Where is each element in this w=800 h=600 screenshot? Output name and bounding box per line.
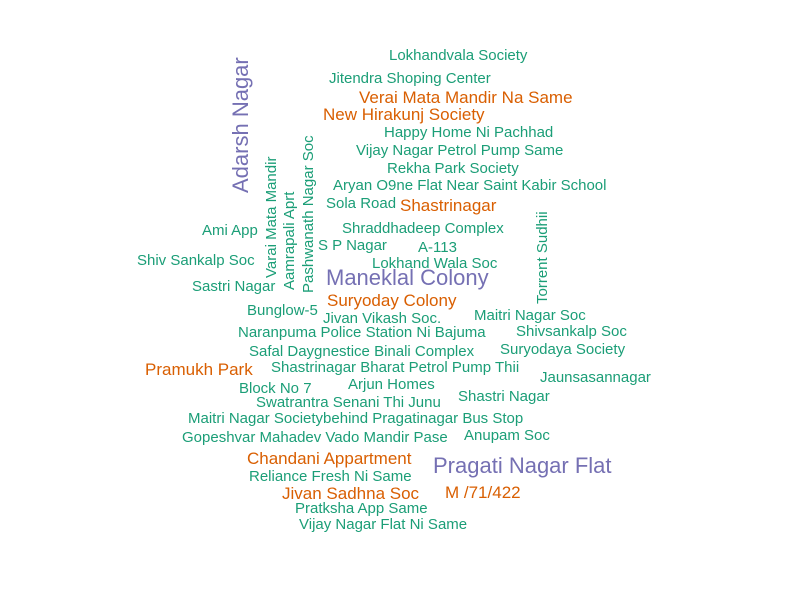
word-41: M /71/422 bbox=[445, 483, 521, 502]
word-7: Rekha Park Society bbox=[387, 160, 519, 177]
word-44: Adarsh Nagar bbox=[228, 57, 253, 193]
word-29: Jaunsasannagar bbox=[540, 369, 651, 386]
word-39: Reliance Fresh Ni Same bbox=[249, 468, 412, 485]
word-9: Sola Road bbox=[326, 195, 397, 212]
word-8: Aryan O9ne Flat Near Saint Kabir School bbox=[333, 177, 607, 194]
word-18: Sastri Nagar bbox=[192, 278, 276, 295]
word-24: Shivsankalp Soc bbox=[516, 323, 627, 340]
word-23: Naranpuma Police Station Ni Bajuma bbox=[238, 324, 486, 341]
word-45: Varai Mata Mandir bbox=[263, 156, 280, 278]
word-19: Suryoday Colony bbox=[327, 291, 457, 310]
word-5: Happy Home Ni Pachhad bbox=[384, 124, 554, 141]
word-3: Verai Mata Mandir Na Same bbox=[359, 88, 573, 107]
word-27: Pramukh Park bbox=[145, 360, 253, 379]
word-17: Maneklal Colony bbox=[326, 265, 489, 290]
word-22: Maitri Nagar Soc bbox=[474, 307, 586, 324]
word-32: Shastri Nagar bbox=[458, 388, 550, 405]
word-25: Safal Daygnestice Binali Complex bbox=[249, 343, 475, 360]
word-21: Jivan Vikash Soc. bbox=[323, 310, 442, 327]
word-30: Block No 7 bbox=[239, 380, 312, 397]
word-42: Pratksha App Same bbox=[295, 500, 428, 517]
word-14: A-113 bbox=[418, 239, 457, 256]
word-2: Jitendra Shoping Center bbox=[329, 70, 491, 87]
word-28: Shastrinagar Bharat Petrol Pump Thii bbox=[271, 359, 520, 376]
word-31: Arjun Homes bbox=[348, 376, 435, 393]
word-26: Suryodaya Society bbox=[500, 341, 626, 358]
word-48: Torrent Sudhii bbox=[534, 211, 551, 304]
word-10: Shastrinagar bbox=[400, 196, 497, 215]
word-12: Shraddhadeep Complex bbox=[342, 220, 504, 237]
word-1: Lokhandvala Society bbox=[389, 47, 528, 64]
word-37: Chandani Appartment bbox=[247, 449, 412, 468]
word-40: Jivan Sadhna Soc bbox=[282, 484, 420, 503]
word-34: Maitri Nagar Societybehind Pragatinagar … bbox=[188, 410, 524, 427]
word-47: Pashwanath Nagar Soc bbox=[300, 135, 317, 293]
word-46: Aamrapali Aprt bbox=[281, 191, 298, 290]
word-13: S P Nagar bbox=[318, 237, 387, 254]
word-35: Gopeshvar Mahadev Vado Mandir Pase bbox=[182, 429, 448, 446]
word-36: Anupam Soc bbox=[464, 427, 550, 444]
word-6: Vijay Nagar Petrol Pump Same bbox=[356, 142, 564, 159]
word-33: Swatrantra Senani Thi Junu bbox=[256, 394, 441, 411]
word-16: Lokhand Wala Soc bbox=[372, 255, 498, 272]
word-38: Pragati Nagar Flat bbox=[433, 453, 612, 478]
word-4: New Hirakunj Society bbox=[323, 105, 485, 124]
word-15: Shiv Sankalp Soc bbox=[137, 252, 255, 269]
word-43: Vijay Nagar Flat Ni Same bbox=[299, 516, 468, 533]
word-11: Ami App bbox=[202, 222, 258, 239]
word-20: Bunglow-5 bbox=[247, 302, 318, 319]
